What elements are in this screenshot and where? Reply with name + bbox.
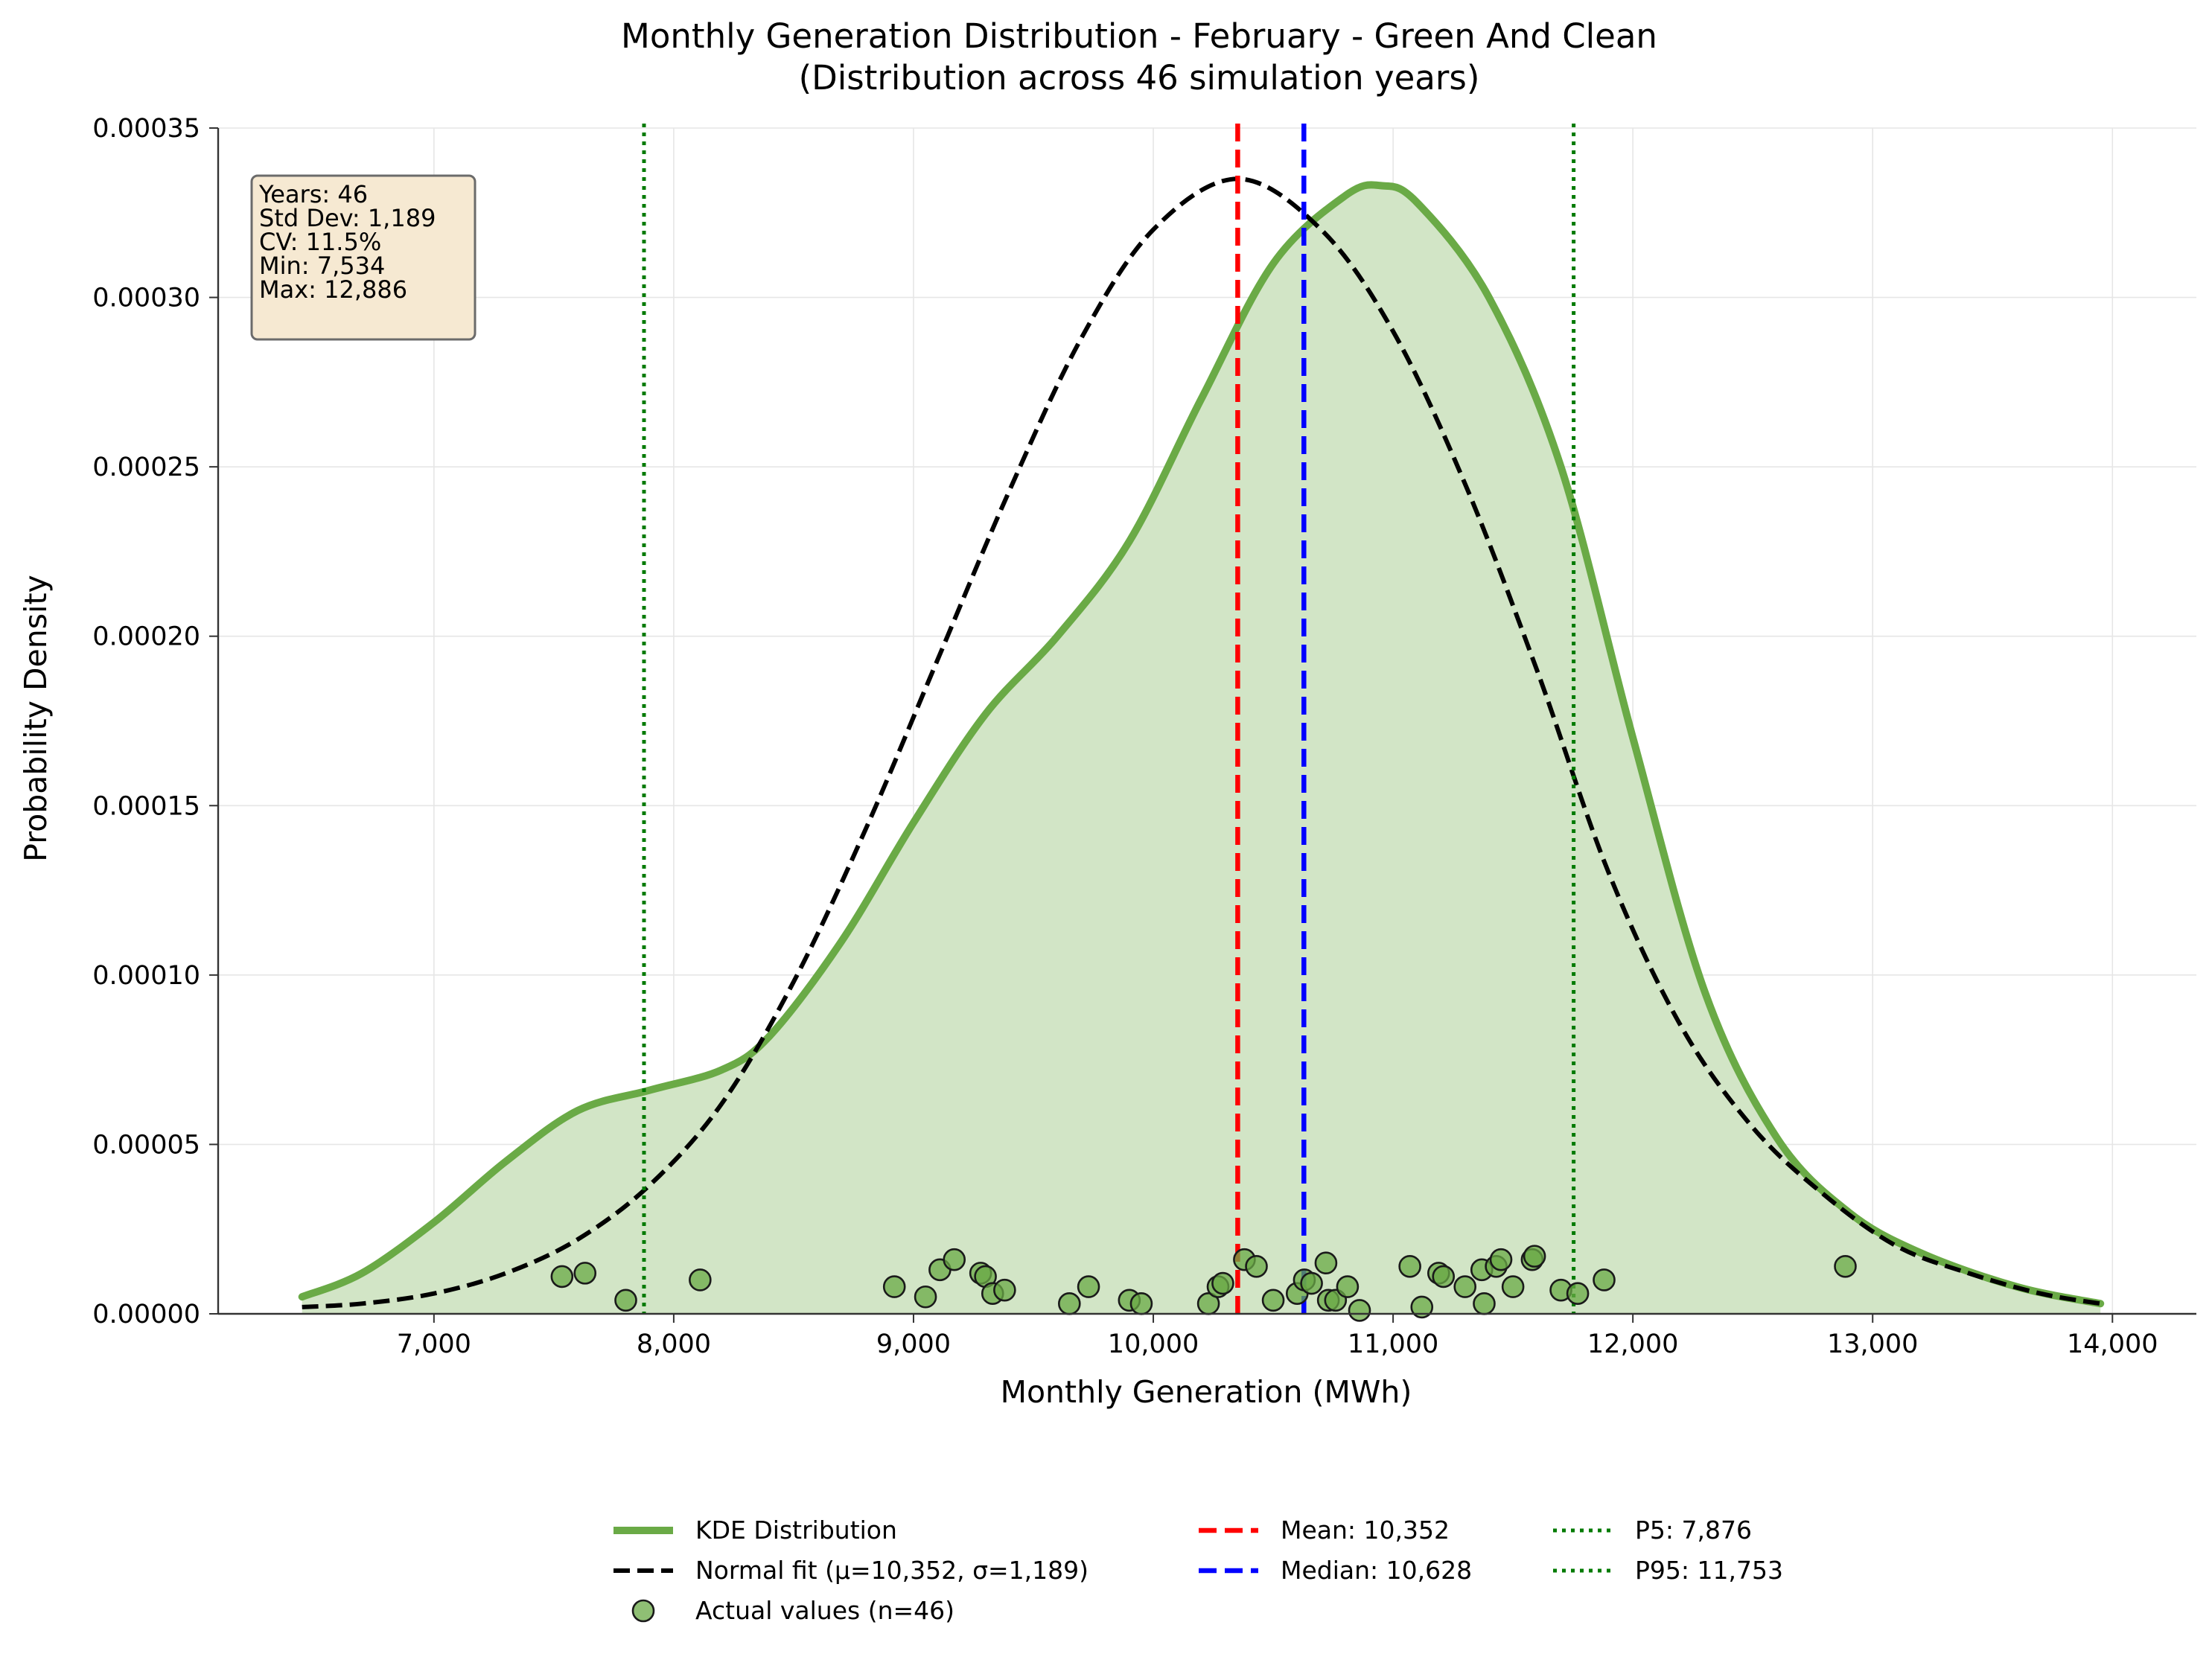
x-tick-label: 14,000: [2067, 1329, 2158, 1359]
y-tick-label: 0.00000: [92, 1300, 200, 1329]
scatter-point: [689, 1268, 712, 1291]
scatter-point: [1211, 1271, 1234, 1295]
legend-label: P5: 7,876: [1635, 1516, 1752, 1545]
legend-label: Mean: 10,352: [1281, 1516, 1450, 1545]
legend-label: Median: 10,628: [1281, 1556, 1472, 1585]
scatter-point: [1834, 1254, 1857, 1278]
stats-line: Max: 12,886: [259, 275, 407, 304]
stats-box-frame: [250, 174, 476, 341]
y-tick-label: 0.00020: [92, 622, 200, 652]
x-tick-label: 10,000: [1108, 1329, 1199, 1359]
scatter-point: [1129, 1292, 1153, 1315]
y-tick-label: 0.00025: [92, 453, 200, 482]
scatter-point: [1300, 1271, 1323, 1295]
stats-line: Min: 7,534: [259, 252, 385, 280]
x-tick-label: 8,000: [637, 1329, 711, 1359]
scatter-point: [914, 1285, 937, 1309]
normal-fit-line: [302, 176, 2101, 1309]
x-tick-label: 9,000: [876, 1329, 951, 1359]
scatter-point: [1261, 1289, 1285, 1312]
legend-label: P95: 11,753: [1635, 1556, 1783, 1585]
legend-swatch: [631, 1599, 655, 1623]
x-axis-label: Monthly Generation (MWh): [1001, 1374, 1412, 1410]
normal-fit-layer: [302, 176, 2101, 1309]
scatter-point: [1593, 1268, 1616, 1291]
x-tick-label: 7,000: [397, 1329, 471, 1359]
scatter-point: [1453, 1275, 1477, 1298]
reference-lines-layer: [642, 124, 1576, 1314]
stats-line: CV: 11.5%: [259, 228, 381, 256]
legend-label: Normal fit (μ=10,352, σ=1,189): [695, 1556, 1089, 1585]
scatter-point: [1398, 1254, 1421, 1278]
scatter-point: [882, 1275, 906, 1298]
chart-title: Monthly Generation Distribution - Februa…: [621, 16, 1657, 56]
x-tick-label: 13,000: [1827, 1329, 1918, 1359]
chart-text: Monthly Generation Distribution - Februa…: [18, 16, 1657, 1410]
kde-area-fill: [302, 185, 2101, 1314]
scatter-point: [1523, 1245, 1546, 1268]
scatter-point: [1245, 1254, 1268, 1278]
scatter-point: [573, 1262, 597, 1285]
legend: KDE Distribution Normal fit (μ=10,352, σ=…: [613, 1516, 1783, 1625]
x-tick-label: 12,000: [1587, 1329, 1678, 1359]
scatter-point: [1489, 1248, 1513, 1271]
scatter-point: [1473, 1292, 1496, 1315]
scatter-point: [614, 1289, 637, 1312]
scatter-point: [1410, 1295, 1434, 1319]
scatter-point: [1336, 1275, 1360, 1298]
stats-line: Std Dev: 1,189: [259, 204, 436, 232]
scatter-point: [1314, 1251, 1338, 1275]
y-tick-label: 0.00010: [92, 961, 200, 991]
scatter-layer: [550, 1245, 1857, 1322]
y-tick-label: 0.00030: [92, 284, 200, 313]
scatter-point: [1501, 1275, 1525, 1298]
scatter-point: [550, 1265, 574, 1289]
scatter-point: [993, 1278, 1016, 1302]
scatter-point: [1348, 1299, 1371, 1322]
axes: 7,000 8,000 9,000 10,000 11,000 12,000 13,000 1…: [92, 114, 2196, 1359]
scatter-point: [1058, 1292, 1081, 1315]
x-tick-label: 11,000: [1348, 1329, 1438, 1359]
y-tick-label: 0.00015: [92, 791, 200, 821]
stats-line: Years: 46: [258, 180, 368, 208]
y-axis-label: Probability Density: [18, 575, 54, 862]
scatter-point: [1432, 1265, 1456, 1289]
scatter-point: [943, 1248, 966, 1271]
y-tick-label: 0.00035: [92, 114, 200, 144]
legend-label: Actual values (n=46): [695, 1596, 954, 1625]
chart-subtitle: (Distribution across 46 simulation years…: [799, 58, 1480, 98]
legend-label: KDE Distribution: [695, 1516, 897, 1545]
y-tick-label: 0.00005: [92, 1130, 200, 1160]
scatter-point: [1077, 1275, 1100, 1298]
scatter-point: [1566, 1282, 1590, 1305]
